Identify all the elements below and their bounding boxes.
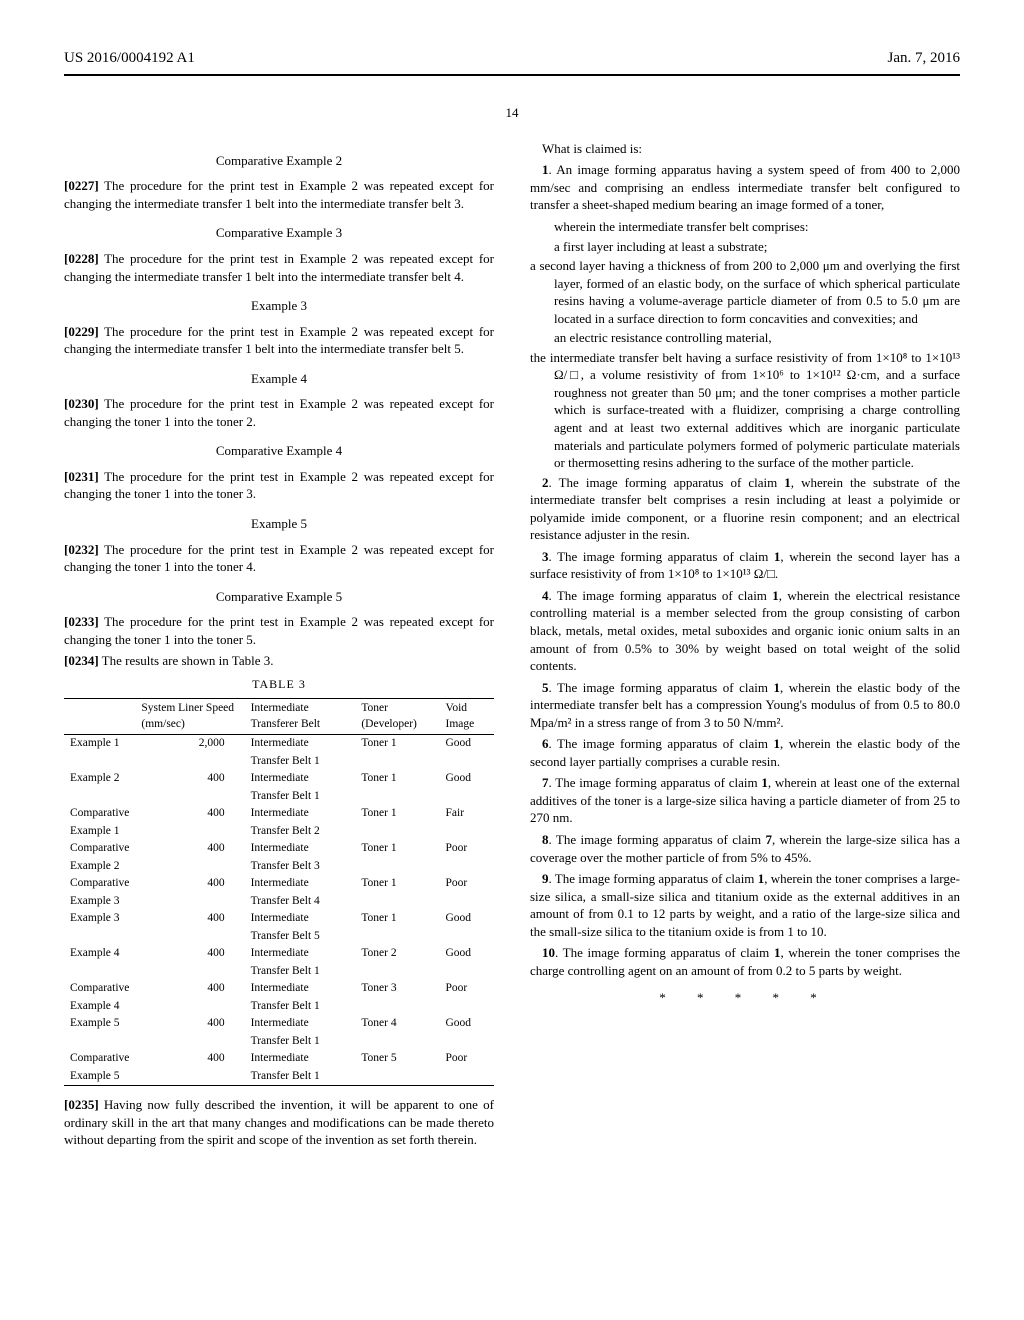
para-0227: [0227] The procedure for the print test … [64,177,494,212]
claim-2: 2. The image forming apparatus of claim … [530,474,960,544]
table-row: Transfer Belt 5 [64,928,494,946]
left-column: Comparative Example 2 [0227] The procedu… [64,140,494,1153]
table-row: Example 12,000IntermediateToner 1Good [64,735,494,753]
table-row: Comparative400IntermediateToner 5Poor [64,1050,494,1068]
claim-8: 8. The image forming apparatus of claim … [530,831,960,866]
para-0234: [0234] The results are shown in Table 3. [64,652,494,670]
claim-1c: a first layer including at least a subst… [530,238,960,256]
heading-ce2: Comparative Example 2 [64,152,494,170]
claim-1f: the intermediate transfer belt having a … [530,349,960,472]
claim-10: 10. The image forming apparatus of claim… [530,944,960,979]
heading-ce4: Comparative Example 4 [64,442,494,460]
heading-e3: Example 3 [64,297,494,315]
end-stars: * * * * * [530,989,960,1007]
table-row: Example 2400IntermediateToner 1Good [64,770,494,788]
header-rule [64,74,960,76]
table-row: Comparative400IntermediateToner 1Poor [64,840,494,858]
header-right: Jan. 7, 2016 [888,48,961,68]
table-row: Transfer Belt 1 [64,788,494,806]
para-0230: [0230] The procedure for the print test … [64,395,494,430]
claim-9: 9. The image forming apparatus of claim … [530,870,960,940]
para-0231: [0231] The procedure for the print test … [64,468,494,503]
th-2: Intermediate Transferer Belt [245,699,356,735]
claim-7: 7. The image forming apparatus of claim … [530,774,960,827]
page-number: 14 [64,104,960,122]
table-body: Example 12,000IntermediateToner 1GoodTra… [64,735,494,1086]
heading-e4: Example 4 [64,370,494,388]
th-0 [64,699,135,735]
table-row: Transfer Belt 1 [64,1033,494,1051]
para-0232: [0232] The procedure for the print test … [64,541,494,576]
table-row: Comparative400IntermediateToner 3Poor [64,980,494,998]
claim-1d: a second layer having a thickness of fro… [530,257,960,327]
table-row: Example 1Transfer Belt 2 [64,823,494,841]
table-row: Example 3400IntermediateToner 1Good [64,910,494,928]
para-0229: [0229] The procedure for the print test … [64,323,494,358]
table-row: Example 5Transfer Belt 1 [64,1068,494,1086]
table-caption: TABLE 3 [64,676,494,692]
claim-3: 3. The image forming apparatus of claim … [530,548,960,583]
header-left: US 2016/0004192 A1 [64,48,195,68]
th-3: Toner (Developer) [355,699,439,735]
heading-e5: Example 5 [64,515,494,533]
para-0233: [0233] The procedure for the print test … [64,613,494,648]
claim-1a: 1. An image forming apparatus having a s… [530,161,960,214]
table-row: Comparative400IntermediateToner 1Poor [64,875,494,893]
claim-6: 6. The image forming apparatus of claim … [530,735,960,770]
claim-1b: wherein the intermediate transfer belt c… [530,218,960,236]
table-row: Example 2Transfer Belt 3 [64,858,494,876]
heading-ce3: Comparative Example 3 [64,224,494,242]
claim-1e: an electric resistance controlling mater… [530,329,960,347]
table-row: Example 4400IntermediateToner 2Good [64,945,494,963]
table-row: Example 3Transfer Belt 4 [64,893,494,911]
table-3: TABLE 3 System Liner Speed (mm/sec) Inte… [64,676,494,1087]
table-row: Example 5400IntermediateToner 4Good [64,1015,494,1033]
th-1: System Liner Speed (mm/sec) [135,699,244,735]
th-4: Void Image [440,699,495,735]
claims-intro: What is claimed is: [530,140,960,158]
para-0235: [0235] Having now fully described the in… [64,1096,494,1149]
table-row: Comparative400IntermediateToner 1Fair [64,805,494,823]
para-0228: [0228] The procedure for the print test … [64,250,494,285]
table-row: Transfer Belt 1 [64,963,494,981]
claim-4: 4. The image forming apparatus of claim … [530,587,960,675]
table-row: Example 4Transfer Belt 1 [64,998,494,1016]
claim-5: 5. The image forming apparatus of claim … [530,679,960,732]
table-row: Transfer Belt 1 [64,753,494,771]
heading-ce5: Comparative Example 5 [64,588,494,606]
right-column: What is claimed is: 1. An image forming … [530,140,960,1153]
